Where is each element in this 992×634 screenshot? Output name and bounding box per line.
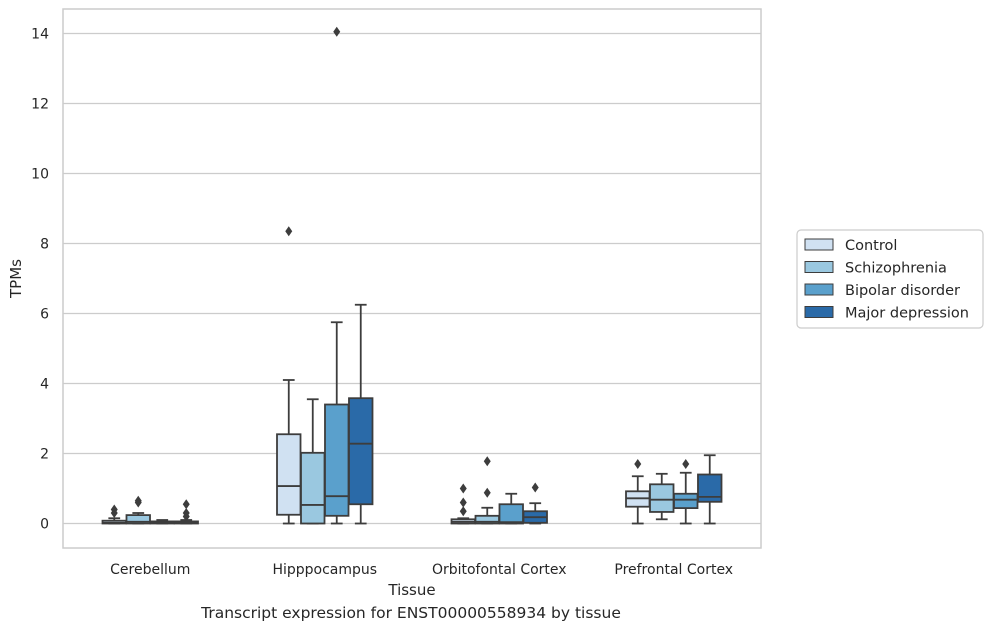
- legend-swatch: [804, 306, 834, 318]
- outlier-point: [634, 459, 642, 469]
- box: [300, 451, 326, 525]
- outlier-point: [483, 456, 491, 467]
- y-tick-label: 6: [40, 307, 49, 323]
- box: [649, 483, 675, 513]
- legend-swatch: [804, 283, 834, 296]
- legend-swatch: [804, 261, 834, 273]
- y-tick-label: 10: [31, 167, 49, 183]
- legend-label: Schizophrenia: [845, 261, 947, 277]
- y-tick-label: 14: [31, 27, 49, 43]
- box: [125, 514, 151, 525]
- box: [348, 397, 374, 506]
- y-tick-label: 4: [40, 377, 49, 393]
- legend-frame: [796, 229, 984, 329]
- y-tick-label: 8: [40, 237, 49, 253]
- outlier-point: [459, 497, 467, 508]
- outlier-point: [285, 226, 293, 237]
- legend-label: Major depression: [845, 306, 969, 322]
- x-tick-label: Cerebellum: [110, 562, 190, 578]
- y-axis-label: TPMs: [7, 259, 25, 299]
- legend: Control Schizophrenia Bipolar disorder Majo…: [796, 229, 984, 329]
- outlier-point: [182, 508, 190, 518]
- outlier-point: [531, 482, 539, 493]
- series-schizophrenia: [125, 398, 675, 525]
- outlier-point: [459, 506, 467, 517]
- box: [697, 473, 723, 503]
- box: [498, 503, 524, 525]
- plot-frame: [62, 8, 762, 549]
- box: [324, 403, 350, 517]
- outlier-point: [459, 483, 467, 494]
- x-tick-label: Hipppocampus: [272, 562, 377, 578]
- y-tick-label: 2: [40, 447, 49, 463]
- outlier-point: [682, 459, 690, 469]
- y-tick-label: 0: [40, 517, 49, 533]
- figure-caption: Transcript expression for ENST0000055893…: [201, 604, 621, 622]
- outlier-point: [483, 487, 491, 498]
- series-control: [101, 226, 651, 525]
- outlier-point: [134, 495, 142, 506]
- series-bipolar-disorder: [149, 26, 699, 525]
- y-tick-label: 12: [31, 97, 49, 113]
- legend-swatch: [804, 238, 834, 251]
- x-tick-label: Prefrontal Cortex: [614, 562, 733, 578]
- box: [276, 433, 302, 516]
- x-tick-label: Orbitofontal Cortex: [432, 562, 567, 578]
- outlier-point: [110, 504, 118, 515]
- outlier-point: [333, 26, 341, 37]
- legend-label: Control: [845, 238, 897, 254]
- x-axis-label: Tissue: [387, 581, 435, 599]
- legend-label: Bipolar disorder: [845, 283, 960, 299]
- series-major-depression: [173, 303, 723, 525]
- box: [673, 492, 699, 510]
- outlier-point: [182, 499, 190, 510]
